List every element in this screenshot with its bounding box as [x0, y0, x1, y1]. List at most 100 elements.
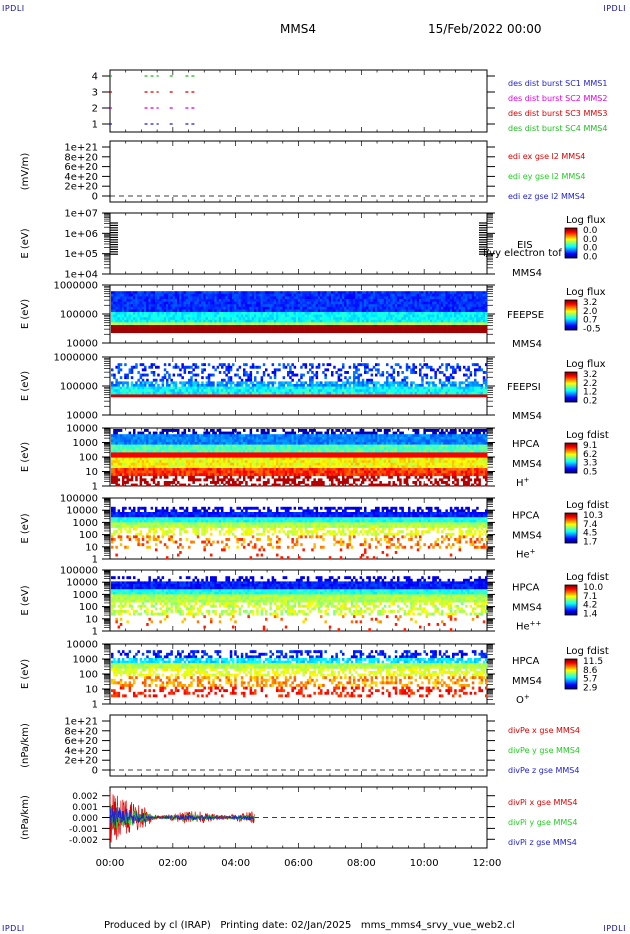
feepse-panel-cell: [152, 301, 156, 305]
feepse-panel-cell: [419, 306, 422, 310]
feepsi-panel-cell: [465, 368, 468, 372]
feepse-panel-cell: [300, 296, 303, 300]
feepse-panel-cell: [447, 319, 451, 323]
feepse-panel-cell: [313, 293, 316, 297]
hpca-h-panel-cell: [122, 447, 125, 451]
feepse-panel-cell: [300, 306, 303, 310]
feepse-panel-cell: [379, 317, 382, 321]
eis-panel-spacecraft-label: MMS4: [512, 268, 542, 279]
feepsi-panel-cell: [243, 381, 246, 385]
feepsi-panel-cell: [295, 389, 299, 393]
feepse-panel-cell: [430, 296, 433, 300]
feepse-panel-cell: [236, 293, 239, 297]
feepsi-panel-cell: [212, 365, 215, 369]
feepse-panel-cell: [240, 312, 244, 315]
feepsi-panel-cell: [181, 391, 184, 395]
feepse-panel-cell: [113, 330, 116, 334]
feepse-panel-cell: [293, 293, 297, 297]
feepse-panel-cell: [256, 312, 259, 315]
feepsi-panel-cell: [366, 378, 369, 382]
feepse-panel-cell: [434, 296, 437, 300]
feepse-panel-cell: [210, 296, 213, 300]
feepse-panel-cell: [397, 299, 400, 302]
feepsi-panel-cell: [313, 394, 316, 398]
hpca-h-panel-cell: [126, 478, 129, 482]
feepse-panel-cell: [295, 296, 299, 300]
feepse-panel-cell: [161, 296, 165, 300]
feepsi-panel-cell: [337, 373, 341, 377]
eis-panel-colorbar: [565, 228, 577, 259]
feepse-panel-cell: [188, 312, 191, 315]
feepsi-panel-cell: [168, 391, 171, 395]
feepse-panel-cell: [166, 327, 169, 331]
feepse-panel-cell: [207, 327, 211, 331]
feepse-panel-cell: [155, 296, 158, 300]
feepse-panel-cell: [379, 312, 382, 315]
feepsi-panel-cell: [353, 389, 356, 393]
feepsi-panel-cell: [190, 378, 193, 382]
feepse-panel-cell: [168, 296, 171, 300]
feepse-panel-cell: [405, 293, 409, 297]
feepse-panel-cell: [403, 312, 407, 315]
feepse-panel-cell: [289, 319, 292, 323]
feepsi-panel-cell: [476, 368, 479, 372]
feepse-panel-cell: [163, 306, 167, 310]
feepse-panel-cell: [423, 325, 426, 328]
feepse-panel-cell: [144, 325, 147, 328]
feepsi-panel-cell: [161, 378, 165, 382]
feepse-panel-cell: [199, 299, 202, 302]
feepse-panel-cell: [192, 317, 195, 321]
feepse-panel-cell: [271, 296, 275, 300]
feepse-panel-cell: [438, 327, 442, 331]
feepse-panel-cell: [111, 327, 114, 331]
feepsi-panel-cell: [478, 389, 481, 393]
feepse-panel-cell: [326, 322, 330, 326]
feepse-panel-cell: [467, 304, 470, 308]
feepse-panel-cell: [280, 304, 283, 308]
feepse-panel-cell: [467, 301, 470, 305]
feepse-panel-cell: [357, 293, 360, 297]
hpca-h-panel-cell: [122, 444, 125, 448]
feepsi-panel-cell: [348, 365, 352, 369]
feepse-panel-cell: [199, 291, 202, 295]
feepsi-panel-cell: [214, 391, 217, 395]
feepsi-panel-cell: [207, 378, 211, 382]
feepse-panel-cell: [421, 291, 424, 295]
feepsi-panel-cell: [403, 378, 407, 382]
feepsi-panel-cell: [234, 386, 237, 390]
feepse-panel-cell: [476, 325, 479, 328]
feepsi-panel-cell: [416, 384, 420, 387]
hpca-h-panel-spectrogram-cells: [111, 429, 488, 487]
feepse-panel-cell: [119, 309, 123, 313]
feepse-panel-cell: [221, 319, 224, 323]
feepse-panel-cell: [414, 309, 418, 313]
feepse-panel-cell: [460, 322, 464, 326]
feepsi-panel-cell: [381, 394, 385, 398]
feepsi-panel-cell: [403, 376, 407, 380]
feepse-panel-cell: [456, 312, 459, 315]
feepse-panel-cell: [476, 327, 479, 331]
feepse-panel-cell: [117, 309, 121, 313]
feepse-panel-cell: [390, 330, 393, 334]
hpca-h-panel-cell: [117, 457, 121, 461]
feepsi-panel-cell: [331, 384, 334, 387]
feepse-panel-cell: [423, 299, 426, 302]
feepsi-panel-cell: [276, 394, 279, 398]
feepse-panel-cell: [326, 325, 330, 328]
feepse-panel-cell: [355, 304, 358, 308]
feepsi-panel-cell: [322, 389, 325, 393]
hpca-h-panel-cell: [119, 470, 123, 474]
feepse-panel-cell: [443, 309, 446, 313]
feepsi-panel-cell: [236, 389, 239, 393]
feepsi-panel-cell: [335, 389, 338, 393]
feepse-panel-cell: [276, 330, 279, 334]
feepse-panel-cell: [441, 306, 444, 310]
feepse-panel-cell: [447, 306, 451, 310]
hpca-h-panel-cell: [122, 434, 125, 438]
feepse-panel-cell: [478, 330, 481, 334]
feepse-panel-cell: [243, 301, 246, 305]
feepse-panel-cell: [458, 314, 462, 318]
feepsi-panel-cell: [399, 391, 402, 395]
feepsi-panel-cell: [441, 381, 444, 385]
feepse-panel-cell: [482, 304, 486, 308]
